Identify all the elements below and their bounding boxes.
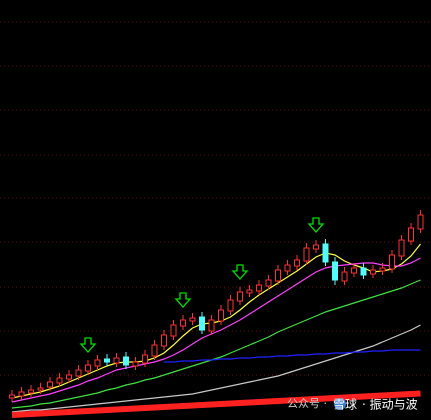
candle-body — [75, 369, 82, 377]
moving-average-line — [11, 390, 421, 418]
candle-body — [47, 381, 53, 388]
candle-body — [56, 377, 63, 384]
candle-body — [332, 261, 338, 281]
candle-body — [265, 279, 272, 287]
candle-body — [123, 356, 129, 366]
candle-body — [227, 299, 234, 312]
candle-body — [85, 364, 91, 372]
signal-arrow — [231, 264, 249, 280]
candle-body — [9, 394, 15, 399]
moving-average-line — [11, 279, 421, 409]
candle-body — [408, 227, 414, 242]
candle-body — [284, 264, 291, 272]
candle-body — [370, 269, 376, 275]
candle-body — [104, 358, 110, 363]
candle-body — [313, 244, 319, 250]
candle-body — [208, 319, 215, 332]
candle-body — [28, 389, 34, 394]
candle-body — [199, 316, 205, 331]
signal-arrow — [79, 337, 97, 353]
candle-body — [94, 359, 101, 367]
candle-body — [360, 267, 367, 276]
candle-body — [142, 354, 148, 364]
watermark-text: 雪球 — [333, 398, 357, 412]
candle-body — [218, 309, 224, 322]
candle-body — [417, 214, 424, 230]
candle-body — [294, 259, 300, 267]
watermark-text: 公众号 · — [287, 397, 327, 410]
candle-body — [275, 269, 281, 282]
candle-body — [389, 254, 395, 270]
candle-body — [161, 334, 167, 347]
candle-body — [351, 267, 357, 274]
candle-body — [189, 317, 196, 322]
candle-body — [341, 271, 348, 282]
candle-body — [18, 391, 25, 397]
moving-average-line — [11, 257, 421, 403]
candle-body — [322, 243, 329, 263]
candle-body — [37, 387, 44, 391]
candle-body — [66, 374, 72, 380]
signal-arrow — [174, 292, 192, 308]
signal-arrow — [307, 217, 325, 233]
candle-body — [132, 361, 139, 367]
moving-average-line — [164, 349, 421, 363]
candle-body — [113, 357, 120, 364]
candle-body — [237, 291, 243, 302]
candle-body — [303, 247, 310, 262]
watermark-text: · 振动与波 — [362, 398, 418, 412]
candle-body — [180, 319, 186, 327]
watermark-logo — [334, 398, 346, 410]
candle-body — [170, 324, 177, 337]
candle-body — [151, 344, 158, 357]
candle-body — [256, 284, 262, 292]
candle-body — [379, 267, 386, 272]
candle-body — [398, 239, 405, 257]
candle-body — [246, 289, 253, 294]
